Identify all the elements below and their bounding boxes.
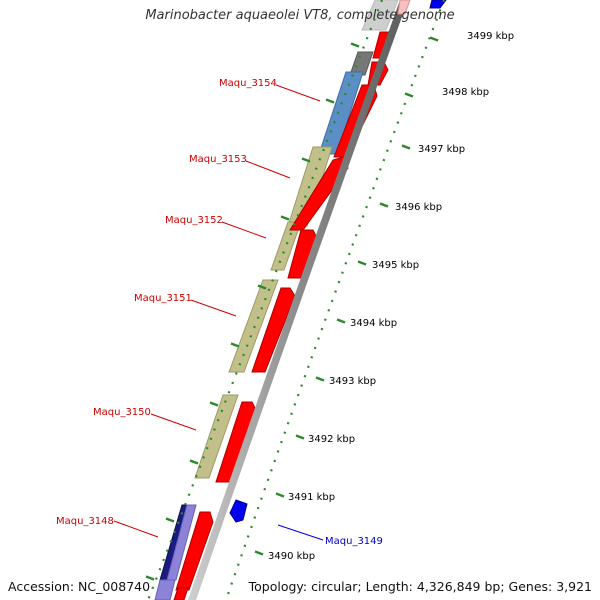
major-tick bbox=[357, 260, 367, 266]
gene-label-maqu-3149[interactable]: Maqu_3149 bbox=[325, 536, 383, 547]
major-tick bbox=[145, 575, 155, 581]
gene-label-maqu-3148[interactable]: Maqu_3148 bbox=[56, 516, 114, 527]
cds-arrow bbox=[289, 156, 349, 231]
major-tick bbox=[350, 42, 360, 48]
major-tick bbox=[325, 98, 335, 104]
cog-block-lavender-2 bbox=[154, 579, 176, 600]
major-tick bbox=[230, 342, 240, 348]
scale-labels: 3490 kbp 3491 kbp 3492 kbp 3493 kbp 3494… bbox=[268, 31, 514, 562]
major-tick bbox=[315, 376, 325, 382]
scale-label: 3495 kbp bbox=[372, 260, 419, 271]
major-ticks bbox=[145, 36, 439, 581]
scale-guides bbox=[146, 0, 446, 600]
cds-arrow bbox=[175, 511, 214, 591]
gene-label-maqu-3154[interactable]: Maqu_3154 bbox=[219, 78, 277, 89]
major-tick bbox=[301, 157, 311, 163]
gene-label-maqu-3153[interactable]: Maqu_3153 bbox=[189, 154, 247, 165]
gene-label-maqu-3150[interactable]: Maqu_3150 bbox=[93, 407, 151, 418]
scale-label: 3491 kbp bbox=[288, 492, 335, 503]
scale-label: 3496 kbp bbox=[395, 202, 442, 213]
major-tick bbox=[429, 36, 439, 42]
major-tick bbox=[379, 202, 389, 208]
gene-leader-lines bbox=[113, 84, 324, 541]
cds-arrow-reverse bbox=[397, 0, 411, 15]
major-tick bbox=[257, 284, 267, 290]
cog-block-gray bbox=[349, 51, 374, 76]
scale-label: 3492 kbp bbox=[308, 434, 355, 445]
gene-labels: Maqu_3154 Maqu_3153 Maqu_3152 Maqu_3151 … bbox=[56, 78, 383, 547]
scale-label: 3497 kbp bbox=[418, 144, 465, 155]
cog-block-khaki-1 bbox=[287, 146, 333, 227]
gene-label-maqu-3151[interactable]: Maqu_3151 bbox=[134, 293, 192, 304]
scale-label: 3498 kbp bbox=[442, 87, 489, 98]
scale-label: 3494 kbp bbox=[350, 318, 397, 329]
major-tick bbox=[189, 459, 199, 465]
major-tick bbox=[404, 92, 414, 98]
scale-label: 3490 kbp bbox=[268, 551, 315, 562]
topology-summary: Topology: circular; Length: 4,326,849 bp… bbox=[248, 579, 592, 594]
cds-arrow bbox=[173, 587, 189, 600]
scale-label: 3493 kbp bbox=[329, 376, 376, 387]
cds-arrow-reverse bbox=[429, 0, 447, 9]
cds-arrow-reverse bbox=[229, 499, 248, 523]
major-tick bbox=[336, 318, 346, 324]
reverse-cds-track bbox=[229, 0, 447, 523]
major-tick bbox=[280, 215, 290, 221]
scale-label: 3499 kbp bbox=[467, 31, 514, 42]
genome-backbone bbox=[188, 0, 408, 600]
cog-block-gray-light bbox=[361, 0, 399, 31]
gene-label-maqu-3152[interactable]: Maqu_3152 bbox=[165, 215, 223, 226]
cog-block-khaki-4 bbox=[194, 394, 239, 479]
major-tick bbox=[275, 492, 285, 498]
accession-label: Accession: NC_008740 bbox=[8, 579, 151, 594]
cog-block-lavender-1 bbox=[166, 504, 197, 581]
major-tick bbox=[165, 517, 175, 523]
major-tick bbox=[254, 550, 264, 556]
major-tick bbox=[401, 144, 411, 150]
map-title: Marinobacter aquaeolei VT8, complete gen… bbox=[145, 8, 455, 23]
major-tick bbox=[209, 401, 219, 407]
major-tick bbox=[295, 434, 305, 440]
cds-arrow bbox=[251, 287, 296, 373]
